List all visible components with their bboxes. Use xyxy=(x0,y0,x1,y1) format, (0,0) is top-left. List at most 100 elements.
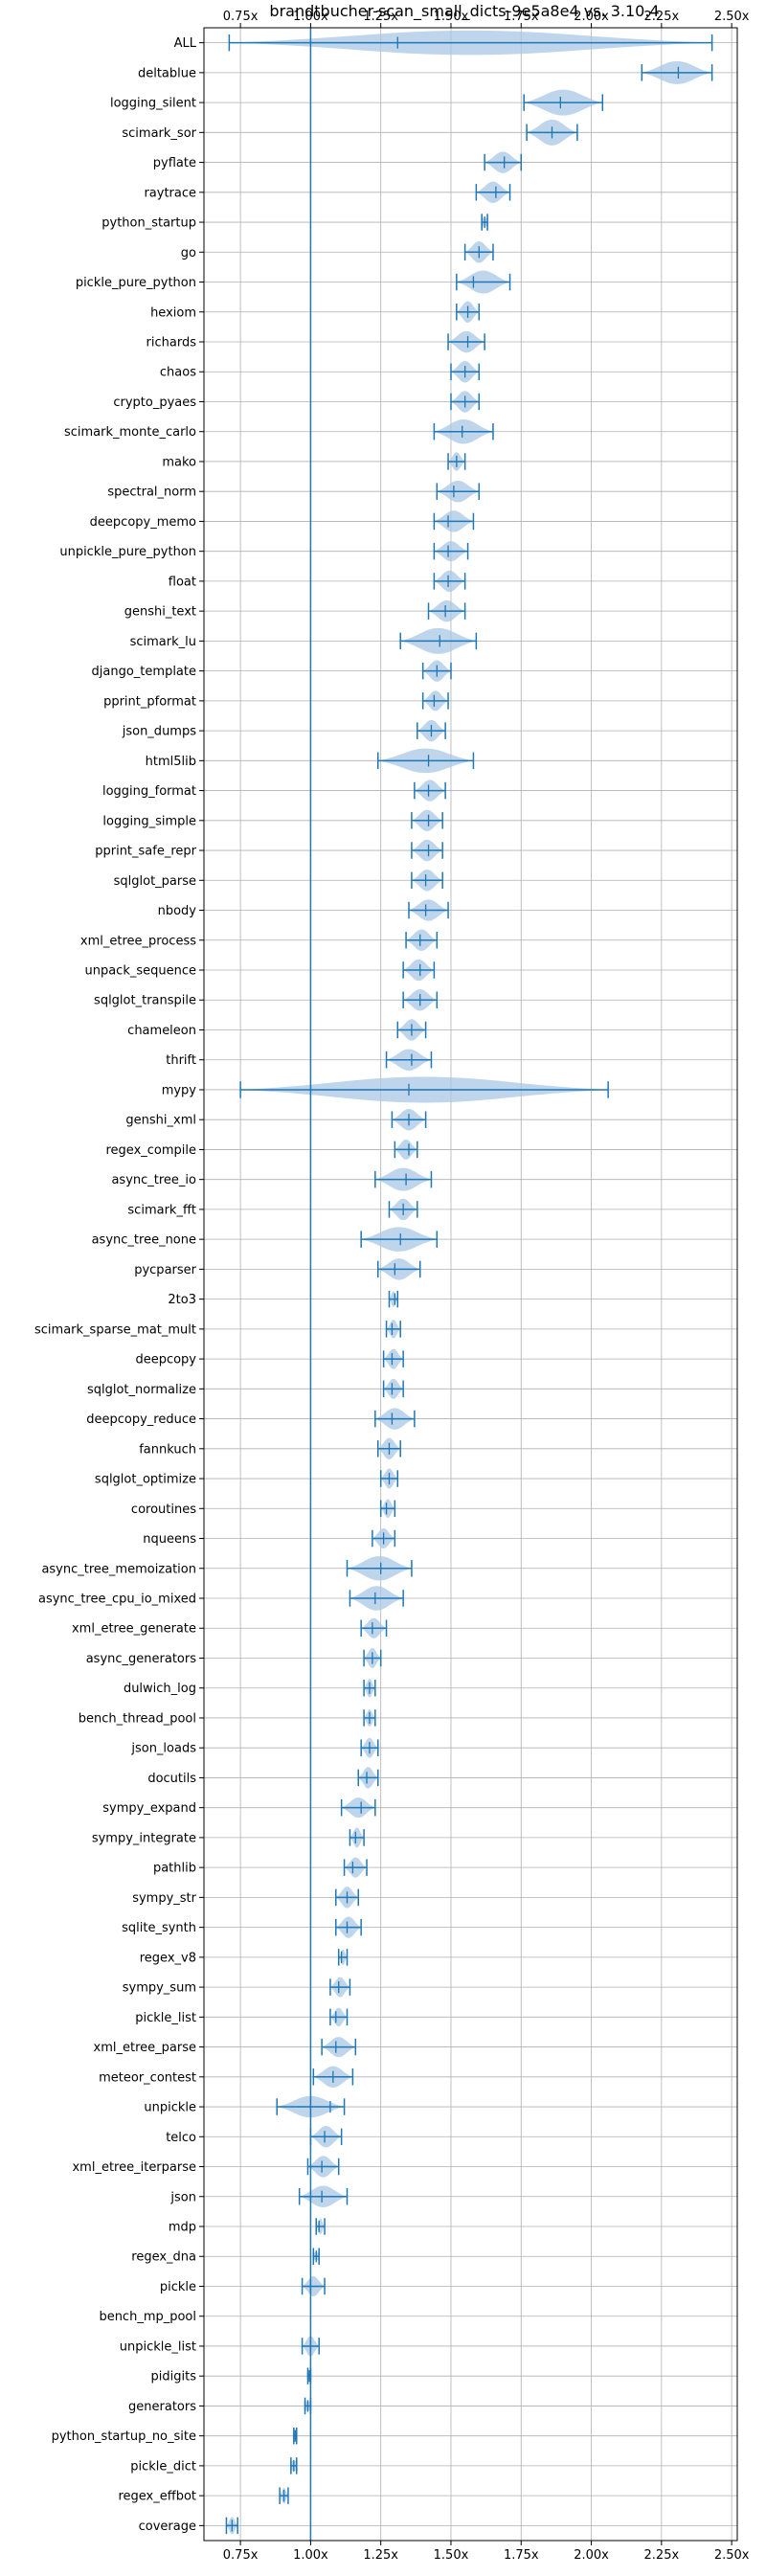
x-tick-label-bottom: 1.25x xyxy=(363,2548,398,2563)
benchmark-label: pathlib xyxy=(153,1862,196,1876)
benchmark-label: chameleon xyxy=(127,1024,196,1038)
benchmark-label: thrift xyxy=(166,1053,196,1068)
benchmark-label: meteor_contest xyxy=(99,2070,196,2085)
benchmark-label: raytrace xyxy=(144,186,196,200)
x-tick-label-bottom: 1.50x xyxy=(434,2548,469,2563)
benchmark-label: float xyxy=(169,575,196,589)
benchmark-label: sqlglot_optimize xyxy=(95,1473,196,1487)
benchmark-label: pickle_dict xyxy=(130,2459,196,2474)
benchmark-label: sqlglot_parse xyxy=(114,874,196,889)
x-tick-label-bottom: 2.00x xyxy=(574,2548,609,2563)
benchmark-label: chaos xyxy=(160,366,196,380)
benchmark-label: pprint_safe_repr xyxy=(95,845,196,859)
benchmark-label: coverage xyxy=(139,2520,196,2534)
chart-title: brandtbucher-scan_small_dicts-9e5a8e4 vs… xyxy=(269,2,659,21)
benchmark-label: html5lib xyxy=(146,755,196,769)
benchmark-label: regex_dna xyxy=(131,2250,196,2265)
benchmark-label: regex_effbot xyxy=(118,2490,196,2504)
benchmark-label: genshi_xml xyxy=(125,1114,196,1128)
benchmark-label: python_startup xyxy=(101,216,196,231)
benchmark-label: deepcopy_memo xyxy=(90,515,196,530)
benchmark-label: pidigits xyxy=(151,2370,197,2384)
x-tick-label-bottom: 0.75x xyxy=(223,2548,259,2563)
benchmark-label: nbody xyxy=(158,904,197,918)
benchmark-label: sympy_str xyxy=(132,1891,196,1906)
benchmark-label: bench_mp_pool xyxy=(99,2310,196,2324)
benchmark-label: richards xyxy=(146,336,197,350)
benchmark-label: json_dumps xyxy=(122,725,196,739)
benchmark-label: mypy xyxy=(162,1083,197,1097)
benchmark-label: async_tree_io xyxy=(111,1173,196,1187)
benchmark-label: unpickle_list xyxy=(120,2339,196,2354)
benchmark-label: genshi_text xyxy=(124,605,196,620)
benchmark-label: xml_etree_parse xyxy=(94,2041,196,2055)
benchmark-label: xml_etree_process xyxy=(80,934,196,948)
benchmark-label: regex_compile xyxy=(105,1143,196,1158)
x-tick-label-top: 2.25x xyxy=(644,10,680,24)
benchmark-label: 2to3 xyxy=(168,1293,196,1307)
benchmark-label: async_tree_cpu_io_mixed xyxy=(38,1593,196,1607)
benchmark-label: django_template xyxy=(92,665,196,679)
benchmark-label: logging_simple xyxy=(102,814,196,828)
benchmark-label: scimark_sor xyxy=(122,126,196,141)
benchmark-label: pickle_pure_python xyxy=(76,276,196,290)
benchmark-label: crypto_pyaes xyxy=(113,395,196,410)
benchmark-label: pprint_pformat xyxy=(103,694,196,709)
benchmark-label: deepcopy_reduce xyxy=(86,1412,196,1427)
benchmark-label: mdp xyxy=(169,2221,196,2235)
benchmark-label: pycparser xyxy=(134,1263,196,1277)
x-tick-label-bottom: 2.25x xyxy=(644,2548,680,2563)
benchmark-label: deepcopy xyxy=(135,1353,196,1367)
benchmark-label: mako xyxy=(162,455,196,469)
x-tick-label-top: 1.00x xyxy=(293,10,328,24)
benchmark-label: json xyxy=(169,2190,196,2204)
benchmark-label: hexiom xyxy=(150,305,196,320)
x-tick-label-bottom: 2.50x xyxy=(714,2548,750,2563)
benchmark-label: pyflate xyxy=(153,156,196,170)
benchmark-label: python_startup_no_site xyxy=(52,2429,196,2444)
x-tick-label-top: 1.75x xyxy=(504,10,539,24)
benchmark-label: unpack_sequence xyxy=(84,964,196,979)
benchmark-label: bench_thread_pool xyxy=(79,1711,196,1726)
benchmark-label: pickle xyxy=(160,2280,196,2294)
benchmark-label: spectral_norm xyxy=(107,486,196,500)
benchmark-label: async_generators xyxy=(86,1652,197,1666)
benchmark-label: deltablue xyxy=(138,66,196,80)
benchmark-label: scimark_sparse_mat_mult xyxy=(34,1322,196,1337)
benchmark-label: scimark_fft xyxy=(127,1203,196,1217)
benchmark-label: xml_etree_iterparse xyxy=(72,2160,196,2175)
benchmark-label: logging_format xyxy=(102,784,196,799)
violin-layer xyxy=(226,30,712,2535)
benchmark-label: sqlite_synth xyxy=(122,1921,196,1935)
benchmark-label: dulwich_log xyxy=(124,1682,196,1696)
benchmark-label: async_tree_memoization xyxy=(41,1562,196,1576)
benchmark-label: async_tree_none xyxy=(92,1233,196,1248)
x-tick-label-top: 2.00x xyxy=(574,10,609,24)
x-tick-label-top: 1.50x xyxy=(434,10,469,24)
benchmark-label: xml_etree_generate xyxy=(72,1622,196,1637)
benchmark-label: docutils xyxy=(147,1772,196,1786)
x-tick-label-top: 1.25x xyxy=(363,10,398,24)
x-tick-label-bottom: 1.00x xyxy=(293,2548,328,2563)
plot-frame xyxy=(203,27,738,2542)
benchmark-label: unpickle_pure_python xyxy=(59,545,196,559)
benchmark-label: coroutines xyxy=(131,1503,196,1517)
benchmark-label: generators xyxy=(128,2400,196,2414)
benchmark-label: sympy_expand xyxy=(102,1801,196,1816)
benchmark-label: sqlglot_transpile xyxy=(94,994,196,1008)
benchmark-label: unpickle xyxy=(144,2101,196,2115)
benchmark-label: scimark_lu xyxy=(130,635,196,649)
x-tick-label-top: 2.50x xyxy=(714,10,750,24)
axis-layer: 0.75x 0.75x 1.00x 1.00x 1.25x 1.25x 1.50x 1.50x… xyxy=(34,10,750,2563)
grid-layer xyxy=(204,28,737,2541)
benchmark-label: fannkuch xyxy=(139,1442,196,1457)
benchmark-label: regex_v8 xyxy=(140,1951,196,1965)
x-tick-label-bottom: 1.75x xyxy=(504,2548,539,2563)
benchmark-label: go xyxy=(181,246,196,260)
benchmark-label: sympy_integrate xyxy=(92,1831,196,1845)
benchmark-label: ALL xyxy=(174,36,197,51)
benchmark-label: sympy_sum xyxy=(123,1981,196,1996)
benchmark-label: telco xyxy=(166,2131,196,2145)
